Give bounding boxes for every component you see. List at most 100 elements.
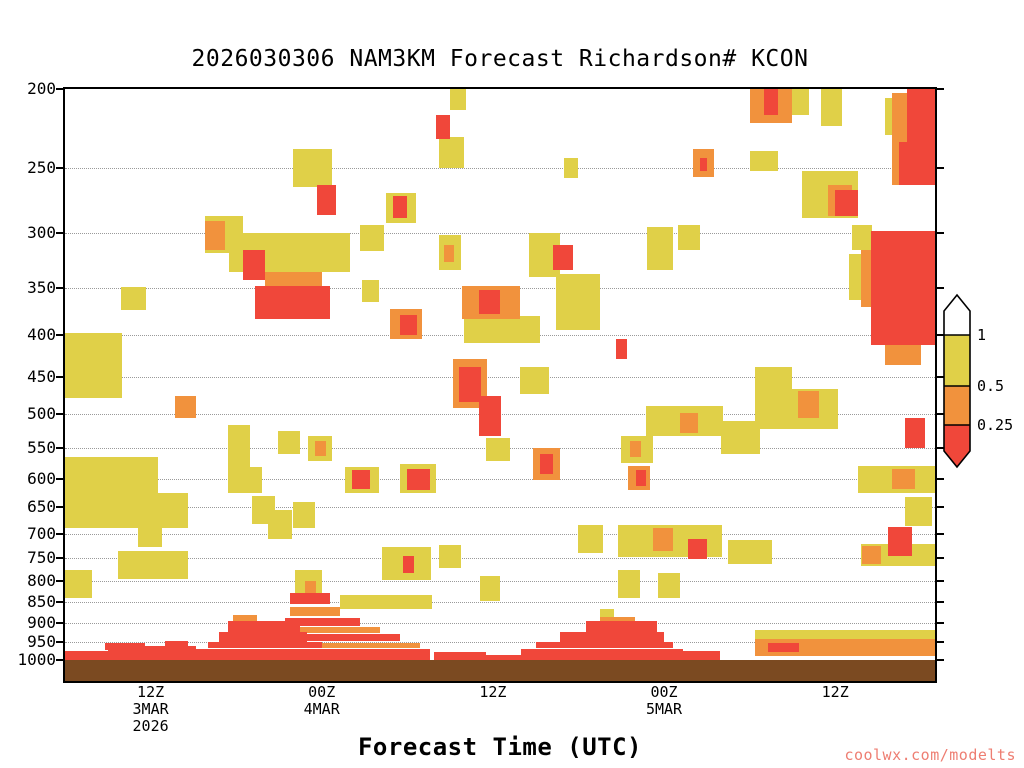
colorbar-bottom-cap — [944, 451, 970, 467]
heatmap-cell — [227, 424, 251, 467]
y-tick-label: 850 — [27, 592, 56, 612]
heatmap-cell — [635, 469, 646, 486]
heatmap-cell — [393, 195, 408, 219]
heatmap-cell — [117, 551, 188, 579]
y-tick-mark — [56, 88, 63, 90]
pressure-gridline — [65, 602, 935, 604]
heatmap-cell — [905, 417, 925, 448]
heatmap-cell — [906, 89, 935, 142]
y-tick-label: 1000 — [17, 650, 56, 669]
y-tick-mark — [56, 375, 63, 378]
heatmap-cell — [290, 593, 331, 605]
heatmap-cell — [435, 114, 451, 139]
colorbar-top-cap — [944, 295, 970, 311]
colorbar-segment — [944, 425, 970, 451]
y-tick-mark — [937, 532, 944, 535]
y-tick-mark — [937, 506, 944, 509]
heatmap-cell — [755, 389, 838, 430]
heatmap-cell — [478, 395, 502, 437]
y-tick-label: 350 — [27, 277, 56, 297]
heatmap-cell — [438, 545, 462, 569]
colorbar-segment — [944, 386, 970, 425]
y-tick-mark — [937, 579, 944, 582]
pressure-gridline — [65, 232, 935, 234]
colorbar: 1 0.5 0.25 — [936, 283, 1024, 483]
heatmap-cell — [267, 509, 292, 540]
y-tick-mark — [937, 375, 944, 378]
y-tick-mark — [937, 286, 944, 289]
heatmap-cell — [438, 137, 465, 169]
x-tick-label: 12Z — [479, 683, 507, 701]
heatmap-cell — [755, 630, 935, 640]
heatmap-cell — [351, 469, 371, 490]
x-tick-label: 2026 — [132, 717, 169, 735]
heatmap-cell — [763, 89, 779, 115]
heatmap-cell — [480, 576, 500, 601]
heatmap-cell — [485, 438, 510, 461]
heatmap-cell — [293, 501, 315, 529]
pressure-gridline — [65, 622, 935, 624]
heatmap-cell — [284, 649, 431, 660]
heatmap-cell — [290, 606, 341, 617]
heatmap-cell — [314, 441, 326, 456]
heatmap-cell — [646, 226, 673, 270]
pressure-gridline — [65, 557, 935, 559]
colorbar-tick-label: 0.5 — [977, 377, 1004, 395]
y-tick-mark — [56, 286, 63, 289]
watermark: coolwx.com/modelts — [844, 746, 1016, 764]
pressure-gridline — [65, 507, 935, 509]
heatmap-cell — [164, 641, 188, 650]
heatmap-cell — [403, 555, 415, 573]
y-tick-mark — [56, 231, 63, 234]
heatmap-cell — [899, 141, 935, 185]
heatmap-cell — [290, 626, 381, 634]
pressure-gridline — [65, 641, 935, 643]
heatmap-cell — [678, 224, 700, 251]
heatmap-cell — [618, 570, 640, 599]
heatmap-cell — [835, 190, 858, 216]
heatmap-cell — [227, 466, 262, 494]
y-tick-mark — [56, 413, 63, 416]
heatmap-cell — [264, 272, 322, 288]
heatmap-cell — [360, 224, 385, 252]
y-tick-mark — [937, 167, 944, 170]
heatmap-cell — [444, 244, 455, 263]
heatmap-cell — [652, 528, 673, 551]
heatmap-cell — [852, 224, 873, 251]
heatmap-cell — [254, 285, 331, 319]
x-tick-label: 00Z — [308, 683, 336, 701]
y-tick-mark — [937, 640, 944, 643]
heatmap-cell — [578, 524, 603, 554]
heatmap-cell — [768, 642, 800, 653]
x-axis-title: Forecast Time (UTC) — [357, 733, 643, 761]
colorbar-segment — [944, 335, 970, 386]
y-tick-label: 550 — [27, 437, 56, 457]
heatmap-cell — [450, 89, 466, 110]
heatmap-cell — [290, 642, 421, 649]
heatmap-cell — [559, 632, 664, 642]
heatmap-cell — [304, 580, 316, 598]
heatmap-cell — [65, 493, 188, 529]
colorbar-tick-label: 1 — [977, 326, 986, 344]
y-tick-label: 400 — [27, 324, 56, 344]
y-tick-label: 500 — [27, 404, 56, 424]
y-tick-mark — [56, 446, 63, 449]
heatmap-cell — [688, 538, 707, 559]
heatmap-cell — [204, 220, 225, 251]
heatmap-cell — [887, 527, 913, 556]
heatmap-cell — [539, 454, 553, 474]
heatmap-cell — [755, 639, 935, 656]
y-tick-label: 900 — [27, 612, 56, 632]
heatmap-cell — [585, 621, 657, 633]
heatmap-cell — [564, 158, 579, 178]
heatmap-cell — [174, 395, 197, 418]
heatmap-cell — [340, 594, 432, 609]
y-tick-mark — [56, 621, 63, 624]
heatmap-cell — [862, 545, 881, 564]
heatmap-cell — [137, 525, 162, 548]
heatmap-cell — [728, 540, 773, 564]
y-tick-label: 700 — [27, 523, 56, 543]
heatmap-cell — [485, 654, 536, 660]
heatmap-cell — [284, 634, 401, 642]
